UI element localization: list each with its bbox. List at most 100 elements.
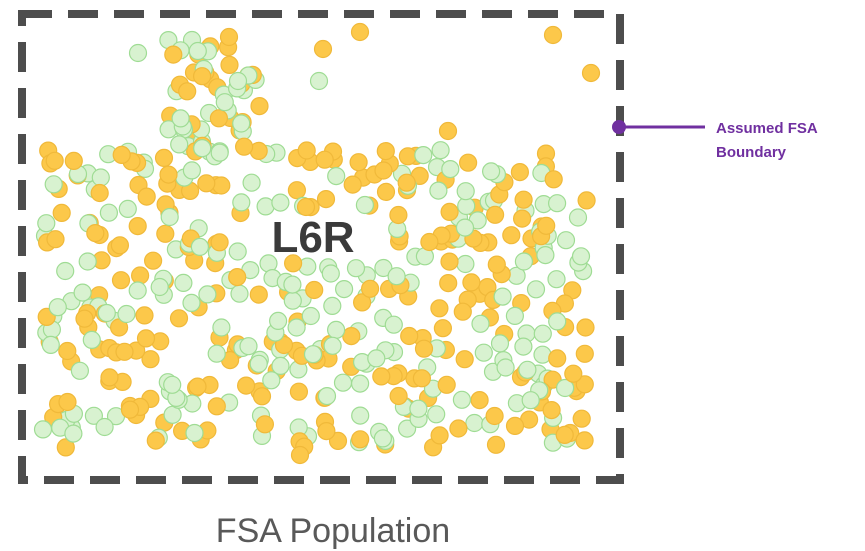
dot-green — [160, 207, 179, 227]
dot-yellow — [575, 344, 594, 363]
dot-green — [56, 261, 75, 281]
dot-green — [474, 343, 493, 362]
dot-yellow — [397, 173, 416, 192]
dot-yellow — [510, 163, 530, 182]
dot-green — [490, 334, 510, 353]
dot-yellow — [46, 230, 65, 249]
dot-green — [128, 281, 147, 300]
dot-yellow — [219, 27, 239, 47]
callout-label-line2: Boundary — [716, 144, 787, 161]
dot-green — [198, 285, 217, 304]
dot-yellow — [453, 302, 472, 321]
dot-yellow — [287, 181, 306, 200]
dot-yellow — [209, 109, 228, 128]
dot-green — [465, 413, 484, 433]
dot-green — [190, 237, 209, 256]
dot-yellow — [575, 431, 594, 450]
dot-yellow — [374, 161, 393, 180]
dot-green — [455, 218, 475, 237]
dot-yellow — [537, 216, 556, 235]
dot-yellow — [486, 205, 505, 224]
dot-yellow — [255, 415, 274, 434]
dot-yellow — [414, 339, 434, 358]
dot-yellow — [131, 266, 150, 285]
dot-yellow — [315, 150, 334, 169]
dot-green — [215, 93, 234, 112]
dot-green — [41, 335, 60, 354]
dot-yellow — [316, 190, 336, 209]
dot-yellow — [512, 209, 532, 228]
dot-green — [514, 337, 533, 356]
dot-yellow — [164, 45, 183, 64]
caption: FSA Population — [216, 512, 450, 550]
dot-yellow — [440, 202, 459, 221]
dot-green — [182, 293, 201, 312]
callout-dot — [612, 120, 626, 134]
dot-green — [262, 371, 281, 390]
dot-green — [427, 405, 446, 424]
dot-yellow — [342, 327, 361, 346]
dot-yellow — [439, 274, 458, 293]
dot-yellow — [197, 174, 216, 193]
dot-green — [384, 315, 403, 334]
dot-yellow — [274, 335, 294, 355]
dot-yellow — [86, 224, 105, 243]
dot-yellow — [111, 271, 131, 290]
dot-green — [163, 375, 182, 394]
dot-yellow — [398, 147, 417, 166]
dot-yellow — [144, 251, 163, 270]
population-dots — [33, 22, 601, 465]
dot-green — [556, 231, 576, 250]
dot-green — [317, 387, 337, 406]
dot-yellow — [455, 350, 474, 369]
dot-green — [212, 318, 231, 337]
dot-yellow — [487, 255, 506, 274]
dot-green — [431, 141, 450, 160]
dot-green — [429, 181, 448, 200]
dot-yellow — [250, 96, 269, 116]
dot-green — [548, 312, 567, 331]
dot-yellow — [459, 153, 478, 172]
dot-yellow — [45, 151, 64, 170]
fsa-boundary — [18, 10, 624, 484]
dot-yellow — [137, 187, 156, 206]
dot-green — [271, 356, 290, 375]
dot-yellow — [317, 422, 336, 441]
dot-green — [193, 139, 212, 158]
dot-yellow — [146, 431, 165, 450]
dot-green — [82, 330, 101, 349]
dot-yellow — [572, 409, 591, 428]
dot-green — [283, 291, 302, 310]
dot-yellow — [212, 176, 231, 195]
dot-green — [228, 242, 247, 261]
dot-yellow — [400, 326, 419, 346]
dot-yellow — [52, 203, 71, 222]
dot-yellow — [178, 82, 197, 101]
dot-green — [182, 161, 201, 180]
dot-green — [505, 306, 525, 325]
dot-yellow — [90, 183, 109, 203]
dot-green — [452, 390, 471, 409]
dot-green — [301, 306, 320, 326]
dot-yellow — [376, 142, 395, 161]
dot-yellow — [56, 438, 75, 457]
dot-green — [95, 417, 114, 437]
dot-yellow — [169, 309, 189, 328]
dot-green — [533, 324, 552, 343]
dot-yellow — [361, 279, 380, 298]
dot-yellow — [505, 416, 525, 435]
dot-green — [482, 162, 501, 181]
dot-yellow — [110, 236, 130, 255]
dot-green — [555, 378, 575, 398]
dot-yellow — [228, 268, 247, 287]
dot-yellow — [389, 205, 408, 225]
fsa-code-label: L6R — [271, 213, 354, 262]
dot-yellow — [135, 306, 154, 325]
dot-yellow — [207, 397, 226, 416]
dot-yellow — [188, 377, 207, 396]
dot-yellow — [343, 175, 362, 194]
dot-yellow — [349, 153, 368, 172]
dot-yellow — [430, 299, 449, 318]
dot-green — [174, 273, 193, 292]
dot-yellow — [141, 350, 160, 369]
